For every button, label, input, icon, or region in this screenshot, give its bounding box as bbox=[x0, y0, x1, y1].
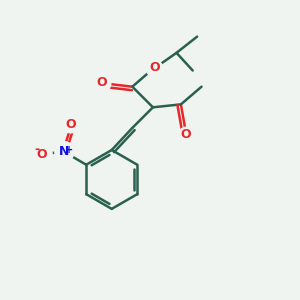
Text: O: O bbox=[97, 76, 107, 89]
Text: O: O bbox=[149, 61, 160, 74]
Text: O: O bbox=[181, 128, 191, 141]
Text: +: + bbox=[65, 145, 74, 155]
Text: O: O bbox=[65, 118, 76, 130]
Text: N: N bbox=[59, 145, 69, 158]
Text: -: - bbox=[34, 142, 39, 156]
Text: O: O bbox=[37, 148, 47, 161]
